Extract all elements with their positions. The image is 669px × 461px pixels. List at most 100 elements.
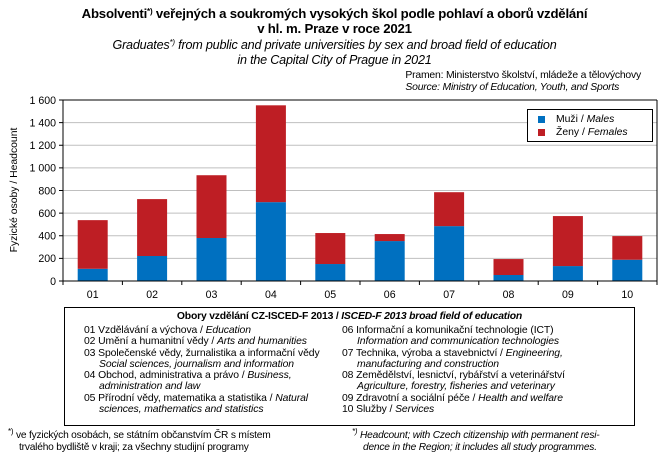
bar-males-06 bbox=[374, 241, 405, 281]
field-label-cz: 09 Zdravotní a sociální péče / bbox=[342, 392, 479, 404]
bar-males-04 bbox=[255, 202, 286, 281]
fields-box-title: Obory vzdělání CZ-ISCED-F 2013 / ISCED-F… bbox=[65, 311, 634, 322]
legend: Muži / Males Ženy / Females bbox=[527, 109, 653, 142]
chart-title-en: Graduates*) from public and private univ… bbox=[0, 38, 669, 68]
bar-females-05 bbox=[315, 233, 346, 265]
footnote-cz: *) ve fyzických osobách, se státním obča… bbox=[8, 427, 271, 454]
y-tick-label: 1 000 bbox=[29, 163, 56, 175]
x-tick-label: 02 bbox=[146, 289, 158, 301]
field-label-en: Natural bbox=[275, 392, 308, 404]
source-en: Source: Ministry of Education, Youth, an… bbox=[405, 82, 620, 93]
y-tick-label: 1 400 bbox=[29, 117, 56, 129]
field-label-cz: 04 Obchod, administrativa a právo / bbox=[84, 370, 248, 382]
bar-males-01 bbox=[77, 268, 108, 281]
title-en-line2: in the Capital City of Prague in 2021 bbox=[237, 53, 432, 67]
field-item: 09 Zdravotní a sociální péče / Health an… bbox=[342, 393, 565, 404]
field-label-en: Business, bbox=[247, 370, 292, 382]
title-en-rest: from public and private universities by … bbox=[174, 38, 557, 52]
field-label-continuation: Information and communication technologi… bbox=[357, 336, 559, 348]
bar-males-03 bbox=[196, 238, 227, 281]
y-tick-label: 1 600 bbox=[29, 95, 56, 107]
bar-females-08 bbox=[493, 259, 524, 276]
field-item-line: 06 Informační a komunikační technologie … bbox=[342, 325, 565, 336]
x-tick-label: 01 bbox=[87, 289, 99, 301]
field-label-continuation: Social sciences, journalism and informat… bbox=[99, 358, 294, 370]
source-note: Pramen: Ministerstvo školství, mládeže a… bbox=[405, 70, 641, 94]
footnote-en: *) Headcount; with Czech citizenship wit… bbox=[352, 427, 600, 454]
field-item-line: 09 Zdravotní a sociální péče / Health an… bbox=[342, 393, 565, 404]
bar-females-02 bbox=[137, 199, 168, 256]
field-item-line: 10 Služby / Services bbox=[342, 404, 565, 415]
legend-label-en: Males bbox=[586, 114, 615, 125]
field-label-cz: 08 Zemědělství, lesnictví, rybářství a v… bbox=[342, 370, 565, 382]
field-label-cz: 02 Umění a humanitní vědy / bbox=[84, 336, 217, 348]
legend-label-males: Muži / Males bbox=[556, 113, 614, 126]
field-item-line: 02 Umění a humanitní vědy / Arts and hum… bbox=[84, 336, 320, 347]
bar-males-09 bbox=[552, 266, 583, 281]
y-tick-label: 1 200 bbox=[29, 140, 56, 152]
x-tick-label: 05 bbox=[324, 289, 336, 301]
bar-females-09 bbox=[552, 216, 583, 267]
title-en-part: Graduates bbox=[112, 38, 170, 52]
y-axis-label: Fyzické osoby / Headcount bbox=[9, 128, 20, 253]
footnote-en-line2: dence in the Region; it includes all stu… bbox=[363, 441, 597, 453]
field-item: 01 Vzdělávání a výchova / Education bbox=[84, 325, 320, 336]
x-tick-label: 10 bbox=[621, 289, 633, 301]
bar-females-10 bbox=[612, 236, 643, 260]
bar-females-07 bbox=[434, 192, 465, 227]
footnote-cz-line1: ve fyzických osobách, se státním občanst… bbox=[13, 430, 271, 441]
bar-males-02 bbox=[137, 255, 168, 281]
bar-females-04 bbox=[255, 105, 286, 203]
field-item-line: 07 Technika, výroba a stavebnictví / Eng… bbox=[342, 348, 565, 359]
bar-females-01 bbox=[77, 220, 108, 269]
field-item-line: 08 Zemědělství, lesnictví, rybářství a v… bbox=[342, 370, 565, 381]
footnote-mark: *) bbox=[352, 427, 358, 436]
footnote-mark: *) bbox=[8, 427, 14, 436]
field-item-line: 01 Vzdělávání a výchova / Education bbox=[84, 325, 320, 336]
field-item-line: 04 Obchod, administrativa a právo / Busi… bbox=[84, 370, 320, 381]
legend-label-en: Females bbox=[587, 127, 628, 138]
y-tick-label: 800 bbox=[38, 185, 56, 197]
bar-females-06 bbox=[374, 234, 405, 242]
field-label-cz: 07 Technika, výroba a stavebnictví / bbox=[342, 347, 506, 359]
axes bbox=[59, 99, 658, 285]
x-tick-label: 07 bbox=[443, 289, 455, 301]
field-label-en: Health and welfare bbox=[478, 392, 563, 404]
footnote-mark: *) bbox=[147, 7, 153, 16]
fields-column-left: 01 Vzdělávání a výchova / Education 02 Um… bbox=[84, 325, 320, 415]
bar-males-07 bbox=[434, 226, 465, 281]
field-label-cz: 10 Služby / bbox=[342, 404, 396, 416]
field-label-continuation: sciences, mathematics and statistics bbox=[99, 404, 264, 416]
field-label-en: Arts and humanities bbox=[216, 336, 307, 348]
legend-swatch-males bbox=[538, 116, 545, 123]
source-cz: Pramen: Ministerstvo školství, mládeže a… bbox=[405, 70, 641, 81]
y-tick-label: 0 bbox=[50, 276, 56, 288]
field-label-continuation: administration and law bbox=[99, 381, 201, 393]
fields-of-education-box: Obory vzdělání CZ-ISCED-F 2013 / ISCED-F… bbox=[64, 307, 635, 426]
bars bbox=[77, 105, 643, 281]
footnote-mark: *) bbox=[169, 38, 175, 47]
field-label-en: Services bbox=[395, 404, 435, 416]
y-tick-label: 200 bbox=[38, 253, 56, 265]
field-label-continuation: manufacturing and construction bbox=[357, 358, 499, 370]
y-tick-label: 400 bbox=[38, 231, 56, 243]
field-label-cz: 03 Společenské vědy, žurnalistika a info… bbox=[84, 347, 320, 359]
field-label-cz: 01 Vzdělávání a výchova / bbox=[84, 325, 206, 336]
field-item: 05 Přírodní vědy, matematika a statistik… bbox=[84, 393, 320, 416]
field-label-en: Engineering, bbox=[505, 347, 563, 359]
x-tick-label: 09 bbox=[562, 289, 574, 301]
x-tick-labels: 01 02 03 04 05 06 07 08 09 10 bbox=[87, 289, 633, 301]
field-item-line: 03 Společenské vědy, žurnalistika a info… bbox=[84, 348, 320, 359]
field-label-en: Education bbox=[205, 325, 251, 336]
title-cz-line2: v hl. m. Praze v roce 2021 bbox=[257, 21, 412, 36]
footnote-cz-line2: trvalého bydliště v kraji; za všechny st… bbox=[19, 441, 249, 453]
title-cz-part: Absolventi bbox=[81, 6, 148, 21]
y-tick-labels: 0 200 400 600 800 1 000 1 200 1 400 1 600 bbox=[29, 95, 56, 288]
chart-title-cz: Absolventi*) veřejných a soukromých vyso… bbox=[0, 6, 669, 36]
field-item: 04 Obchod, administrativa a právo / Busi… bbox=[84, 370, 320, 393]
field-label-cz: 05 Přírodní vědy, matematika a statistik… bbox=[84, 392, 276, 404]
legend-label-females: Ženy / Females bbox=[556, 126, 628, 139]
bar-males-10 bbox=[612, 259, 643, 281]
fields-column-right: 06 Informační a komunikační technologie … bbox=[342, 325, 565, 415]
fields-title-cz: Obory vzdělání CZ-ISCED-F 2013 / bbox=[176, 311, 342, 322]
